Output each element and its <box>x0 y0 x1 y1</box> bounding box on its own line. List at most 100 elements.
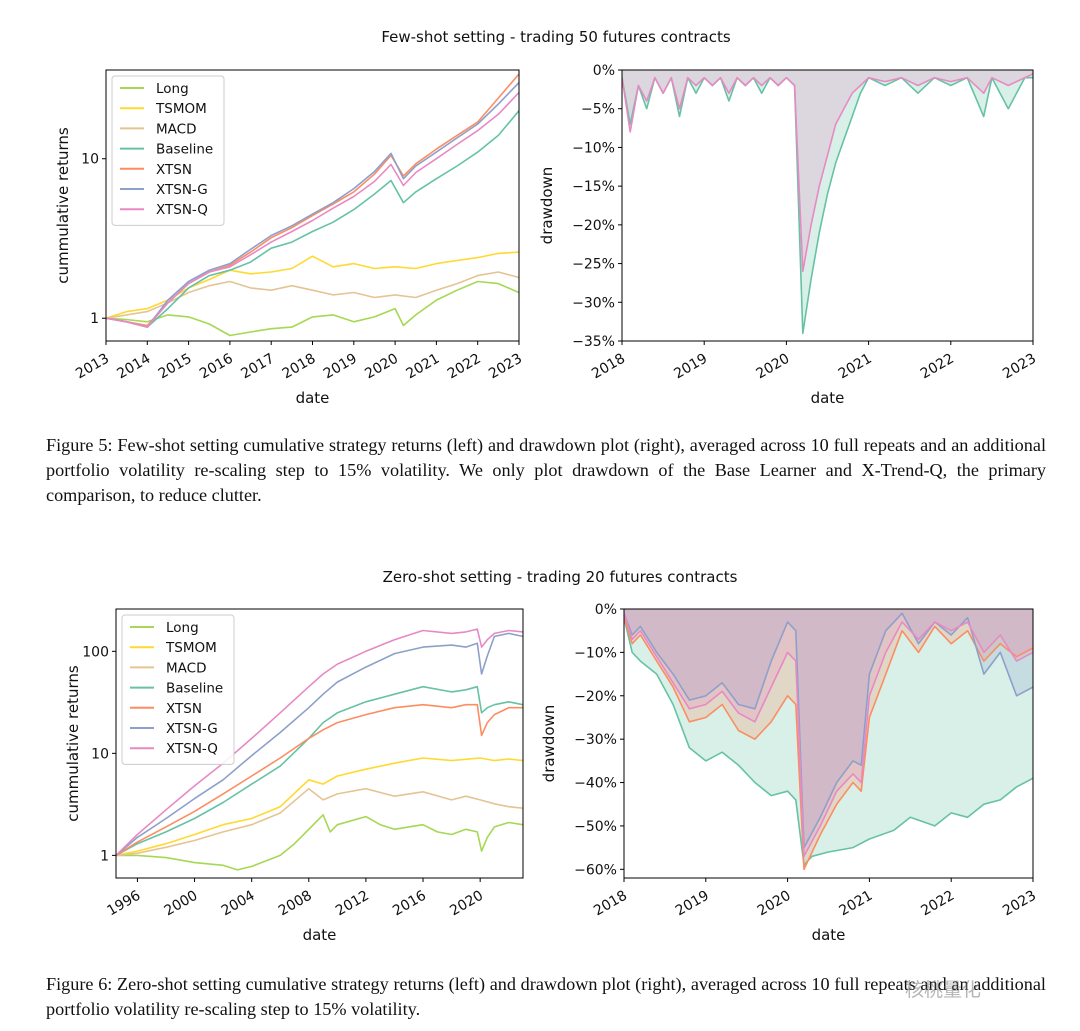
fig6-returns-ylabel: cummulative returns <box>64 665 82 822</box>
fig5-returns-xtick-label: 2014 <box>114 351 153 383</box>
fig5-drawdown-ytick-label: −20% <box>572 218 615 234</box>
fig6-returns-xtick-label: 2016 <box>390 888 429 920</box>
fig6-drawdown-xtick-label: 2019 <box>673 888 712 920</box>
fig6-drawdown-fill-xtsn-q <box>624 609 1033 857</box>
fig5-drawdown-xlabel: date <box>811 389 845 407</box>
fig5-returns-xtick-label: 2019 <box>321 351 360 383</box>
fig5-drawdown-xtick-label: 2020 <box>754 351 793 383</box>
fig5-returns-xtick-label: 2022 <box>445 351 484 383</box>
fig6-drawdown-ytick-label: −20% <box>574 689 617 705</box>
fig6-returns-plot <box>116 628 523 871</box>
fig6-returns-legend-label-macd: MACD <box>166 660 206 676</box>
fig5-drawdown-ylabel: drawdown <box>538 167 556 245</box>
fig5-returns-xlabel: date <box>296 389 330 407</box>
fig6-returns-legend-label-xtsn-g: XTSN-G <box>166 721 218 737</box>
fig5-drawdown-ytick-label: −30% <box>572 295 615 311</box>
fig6-returns-legend-label-long: Long <box>166 620 199 636</box>
fig5-drawdown-xtick-label: 2019 <box>671 351 710 383</box>
fig6-drawdown-xtick-label: 2018 <box>591 888 630 920</box>
fig6-drawdown-ytick-label: −30% <box>574 732 617 748</box>
fig5-returns-legend-label-tsmom: TSMOM <box>155 101 207 117</box>
fig6-returns-line-tsmom <box>116 757 523 857</box>
fig6-drawdown-xtick-label: 2023 <box>1000 888 1039 920</box>
fig6-returns-ytick-label: 100 <box>82 644 109 660</box>
fig5-drawdown-plot <box>622 70 1033 335</box>
fig5-drawdown-xtick-label: 2021 <box>836 351 875 383</box>
fig5-returns-ytick-label: 10 <box>81 152 99 168</box>
watermark: 核桃量化 <box>905 979 982 1001</box>
fig6-returns-xtick-label: 2004 <box>219 888 258 920</box>
fig6-drawdown-frame <box>623 608 1034 879</box>
fig5-returns-legend-label-long: Long <box>156 81 189 97</box>
fig5-returns-line-xtsn-q <box>106 91 519 328</box>
fig6-returns-xtick-label: 1996 <box>105 888 144 920</box>
fig5-drawdown-ytick-label: −10% <box>572 140 615 156</box>
fig5-drawdown-frame <box>621 69 1034 342</box>
fig5-returns-ylabel: cummulative returns <box>54 127 72 284</box>
fig6-returns-line-xtsn-g <box>116 632 523 857</box>
fig5-returns-xtick-label: 2013 <box>73 351 112 383</box>
fig5-returns-xtick-label: 2020 <box>362 351 401 383</box>
fig6-returns-xtick-label: 2008 <box>276 888 315 920</box>
fig6-drawdown-chart <box>620 608 1034 882</box>
fig6-returns-legend-label-baseline: Baseline <box>166 681 223 697</box>
fig6-drawdown-line-xtsn-g <box>624 612 1033 849</box>
fig5-returns-plot <box>106 73 519 337</box>
fig5-drawdown-ytick-label: −15% <box>572 179 615 195</box>
fig6-drawdown-ylabel: drawdown <box>540 705 558 783</box>
fig6-returns-legend-label-xtsn: XTSN <box>166 701 202 717</box>
fig6-drawdown-xtick-label: 2021 <box>837 888 876 920</box>
fig6-returns-ytick-label: 10 <box>91 746 109 762</box>
fig5-returns-legend-label-xtsn-q: XTSN-Q <box>156 202 208 218</box>
figure-5-caption: Figure 5: Few-shot setting cumulative st… <box>46 435 1051 505</box>
fig6-drawdown-ytick-label: 0% <box>595 602 617 618</box>
fig6-returns-line-macd <box>116 787 523 857</box>
fig5-returns-xtick-label: 2015 <box>156 351 195 383</box>
fig5-returns-chart <box>102 69 520 345</box>
fig6-drawdown-ytick-label: −60% <box>574 862 617 878</box>
fig6-suptitle: Zero-shot setting - trading 20 futures c… <box>383 568 738 586</box>
fig6-returns-frame <box>115 608 524 879</box>
fig6-returns-ytick-label: 1 <box>100 848 109 864</box>
fig5-returns-ytick-label: 1 <box>90 311 99 327</box>
fig6-drawdown-xtick-label: 2022 <box>918 888 957 920</box>
fig6-drawdown-xlabel: date <box>812 926 846 944</box>
fig6-returns-xtick-label: 2000 <box>162 888 201 920</box>
fig6-drawdown-line-xtsn <box>624 617 1033 871</box>
fig5-drawdown-line-xtsn-q <box>622 73 1033 273</box>
fig5-returns-line-baseline <box>106 110 519 328</box>
fig5-suptitle: Few-shot setting - trading 50 futures co… <box>381 28 731 46</box>
fig5-drawdown-fill-xtsn-q <box>622 70 1033 272</box>
fig5-drawdown-ytick-label: 0% <box>593 63 615 79</box>
fig5-drawdown-ytick-label: −25% <box>572 257 615 273</box>
fig5-returns-xtick-label: 2023 <box>486 351 525 383</box>
fig6-drawdown-fill-baseline <box>624 609 1033 865</box>
fig6-drawdown-fill-xtsn <box>624 609 1033 870</box>
fig5-returns-xtick-label: 2017 <box>238 351 277 383</box>
fig6-drawdown-fill-xtsn-g <box>624 609 1033 848</box>
fig6-returns-line-long <box>116 814 523 871</box>
fig5-returns-legend-label-xtsn: XTSN <box>156 162 192 178</box>
fig6-returns-line-baseline <box>116 685 523 857</box>
fig5-returns-xtick-label: 2016 <box>197 351 236 383</box>
fig6-drawdown-line-xtsn-q <box>624 613 1033 858</box>
fig5-drawdown-ytick-label: −5% <box>581 102 615 118</box>
fig6-returns-xtick-label: 2020 <box>447 888 486 920</box>
fig5-returns-legend-label-macd: MACD <box>156 121 196 137</box>
figure-6-caption: Figure 6: Zero-shot setting cumulative s… <box>46 974 1051 1019</box>
fig5-returns-legend-label-xtsn-g: XTSN-G <box>156 182 208 198</box>
fig6-drawdown-ytick-label: −10% <box>574 645 617 661</box>
fig5-drawdown-chart <box>618 69 1034 345</box>
fig5-returns-line-xtsn-g <box>106 82 519 328</box>
fig5-returns-xtick-label: 2018 <box>280 351 319 383</box>
fig6-returns-legend-label-xtsn-q: XTSN-Q <box>166 741 218 757</box>
fig6-returns-line-xtsn-q <box>116 628 523 856</box>
fig6-drawdown-xtick-label: 2020 <box>755 888 794 920</box>
fig6-returns-xtick-label: 2012 <box>333 888 372 920</box>
fig5-drawdown-fill-baseline <box>622 70 1033 334</box>
fig6-drawdown-plot <box>624 609 1033 871</box>
fig5-returns-xtick-label: 2021 <box>404 351 443 383</box>
figure-canvas: Few-shot setting - trading 50 futures co… <box>54 28 1039 944</box>
fig5-returns-legend-label-baseline: Baseline <box>156 142 213 158</box>
fig5-drawdown-xtick-label: 2022 <box>918 351 957 383</box>
